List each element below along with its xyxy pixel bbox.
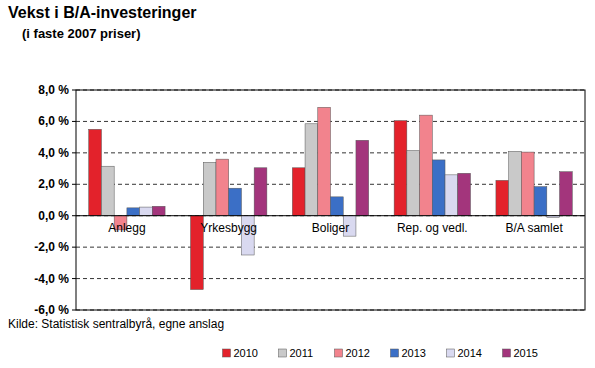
bar — [140, 207, 153, 216]
tick-label: 6,0 % — [38, 114, 69, 128]
legend: 2010 2011 2012 2013 2014 2015 — [223, 347, 538, 359]
grid-line — [76, 278, 585, 279]
bar — [394, 121, 407, 216]
bar — [89, 129, 102, 215]
legend-label: 2010 — [234, 347, 258, 359]
legend-swatch — [391, 349, 399, 357]
legend-swatch — [447, 349, 455, 357]
bar — [127, 208, 140, 216]
bar — [216, 159, 229, 216]
bar — [101, 166, 114, 216]
bar — [407, 151, 420, 216]
tick-label: 2,0 % — [38, 177, 69, 191]
bar — [292, 168, 305, 216]
tick-label: 4,0 % — [38, 146, 69, 160]
category-label: B/A samlet — [505, 221, 563, 235]
tick-label: 8,0 % — [38, 83, 69, 97]
chart: Vekst i B/A-investeringer (i faste 2007 p… — [0, 0, 595, 368]
tick-mark — [72, 247, 76, 248]
grid-line — [76, 247, 585, 248]
zero-line — [76, 215, 585, 216]
bar — [521, 152, 534, 216]
tick-label: 0,0 % — [38, 209, 69, 223]
bar — [420, 115, 433, 216]
legend-label: 2011 — [290, 347, 314, 359]
legend-label: 2014 — [458, 347, 482, 359]
tick-mark — [72, 278, 76, 279]
source: Kilde: Statistisk sentralbyrå, egne ansl… — [8, 317, 224, 331]
category-label: Boliger — [312, 221, 349, 235]
tick-mark — [72, 184, 76, 185]
tick-label: -2,0 % — [34, 240, 69, 254]
category-label: Yrkesbygg — [200, 221, 257, 235]
tick-mark — [72, 215, 76, 216]
legend-swatch — [335, 349, 343, 357]
bars — [89, 107, 573, 289]
tick-mark — [72, 90, 76, 91]
title: Vekst i B/A-investeringer — [8, 4, 197, 21]
tick-mark — [72, 152, 76, 153]
bar — [331, 197, 344, 216]
category-label: Anlegg — [108, 221, 145, 235]
legend-swatch — [223, 349, 231, 357]
tick-mark — [72, 310, 76, 311]
bar — [203, 162, 216, 215]
plot-frame — [76, 90, 585, 310]
legend-label: 2013 — [402, 347, 426, 359]
bar — [534, 187, 547, 216]
bar — [496, 180, 509, 215]
bar — [458, 173, 471, 215]
legend-label: 2012 — [346, 347, 370, 359]
bar — [229, 188, 242, 216]
bar — [152, 206, 165, 215]
bar — [318, 107, 331, 215]
tick-mark — [72, 121, 76, 122]
legend-swatch — [279, 349, 287, 357]
bar — [254, 168, 267, 216]
bar — [305, 124, 318, 216]
grid-line — [76, 215, 585, 216]
bar — [509, 151, 522, 215]
bar — [356, 140, 369, 215]
bar — [432, 160, 445, 216]
subtitle: (i faste 2007 priser) — [22, 26, 141, 41]
tick-label: -6,0 % — [34, 303, 69, 317]
category-label: Rep. og vedl. — [397, 221, 468, 235]
bar — [445, 175, 458, 216]
legend-label: 2015 — [514, 347, 538, 359]
bar — [560, 172, 573, 216]
tick-label: -4,0 % — [34, 272, 69, 286]
legend-swatch — [503, 349, 511, 357]
